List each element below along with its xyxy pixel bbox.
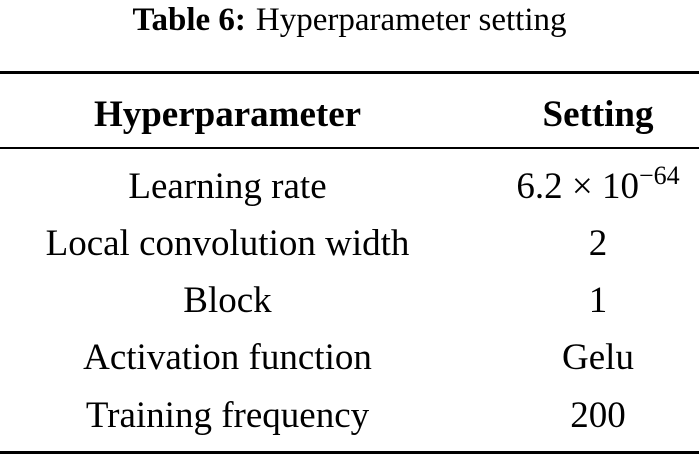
table-cell: Training frequency: [85, 395, 370, 436]
mid-rule: [0, 147, 699, 149]
bottom-rule: [0, 451, 699, 454]
table-cell: 1: [588, 280, 608, 321]
table-cell: Learning rate: [128, 166, 327, 207]
caption-label: Table 6:: [132, 2, 246, 38]
header-cell: Setting: [542, 94, 654, 135]
table-caption: Table 6: Hyperparameter setting: [0, 2, 699, 39]
table-cell: Gelu: [562, 337, 634, 378]
table-cell: Local convolution width: [45, 223, 410, 264]
top-rule: [0, 71, 699, 74]
header-cell: Hyperparameter: [93, 94, 362, 135]
number-exponent: −64: [638, 161, 680, 190]
table-cell: Activation function: [83, 337, 372, 378]
caption-text: Hyperparameter setting: [255, 2, 567, 38]
table-cell: 200: [570, 395, 626, 436]
table-cell: 6.2 × 10−64: [500, 163, 696, 209]
number-base: 6.2 × 10: [516, 166, 639, 207]
table-cell: Block: [183, 280, 272, 321]
table-cell: 2: [588, 223, 608, 264]
